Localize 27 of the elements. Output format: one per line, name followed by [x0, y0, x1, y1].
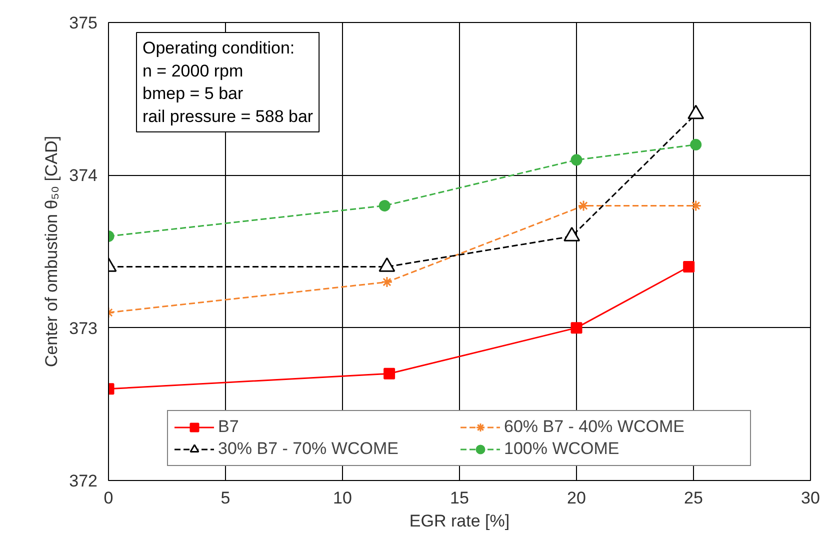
x-tick-label: 30: [801, 488, 820, 508]
y-tick-label: 373: [69, 318, 98, 338]
point: [381, 276, 393, 288]
x-tick-label: 0: [104, 488, 114, 508]
legend-label: 100% WCOME: [504, 439, 620, 459]
annotation: Operating condition: n = 2000 rpm bmep = 5 bar rail pressure = 588 bar: [142, 38, 314, 126]
point: [578, 200, 590, 212]
point: [690, 138, 702, 150]
y-tick-label: 375: [69, 14, 98, 32]
y-tick-label: 372: [69, 472, 98, 490]
point: [570, 322, 582, 334]
point: [690, 200, 702, 212]
point: [570, 154, 582, 166]
x-tick-label: 15: [450, 488, 469, 508]
x-tick-label: 20: [567, 488, 586, 508]
x-tick-label: 10: [333, 488, 352, 508]
point: [683, 261, 695, 273]
legend-label: B7: [218, 417, 240, 437]
x-tick-label: 25: [684, 488, 703, 508]
y-axis-title: Center of ombustion θ₅₀ [CAD]: [42, 136, 62, 368]
x-axis-title: EGR rate [%]: [409, 512, 510, 530]
x-tick-label: 5: [220, 488, 230, 508]
legend-label: 30% B7 - 70% WCOME: [218, 439, 400, 459]
legend-label: 60% B7 - 40% WCOME: [504, 417, 686, 437]
y-tick-label: 374: [69, 166, 98, 186]
point: [384, 368, 396, 380]
point: [378, 200, 390, 212]
